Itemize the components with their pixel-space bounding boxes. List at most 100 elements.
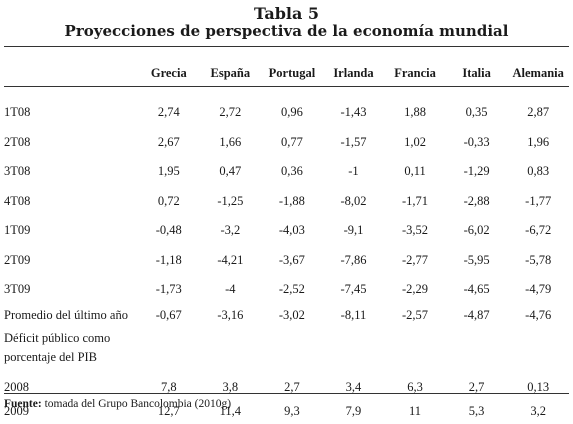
table-cell: 0,35: [465, 105, 488, 120]
table-cell: -5,95: [463, 252, 490, 267]
empty-cell: [507, 327, 569, 376]
table-title: Tabla 5: [253, 4, 320, 23]
table-cell: -4,79: [525, 282, 552, 297]
table-subtitle: Proyecciones de perspectiva de la econom…: [64, 22, 509, 40]
table-body: 1T08 2,74 2,72 0,96 -1,43 1,88 0,35 2,87 2T08 2,6…: [4, 98, 569, 424]
empty-cell: [384, 327, 446, 376]
projections-table: Grecia España Portugal Irlanda Francia Italia…: [4, 56, 569, 424]
column-header: Alemania: [512, 66, 564, 80]
table-cell: 2,7: [284, 380, 300, 394]
bottom-rule: [4, 393, 569, 394]
table-cell: -3,67: [278, 252, 305, 267]
table-cell: -1,57: [340, 134, 367, 149]
table-row: 4T08 0,72 -1,25 -1,88 -8,02 -1,71 -2,88 -1,77: [4, 187, 569, 217]
table-cell: 5,3: [468, 404, 485, 418]
table-cell: -7,45: [340, 282, 367, 297]
table-cell: 0,36: [280, 164, 303, 179]
row-label: 2T08: [4, 134, 31, 149]
table-cell: 1,88: [404, 105, 426, 120]
table-cell: 0,77: [280, 134, 303, 149]
table-cell: -2,57: [402, 308, 429, 322]
table-cell: 0,83: [527, 164, 550, 179]
table-cell: 9,3: [284, 404, 300, 418]
table-cell: -5,78: [525, 252, 552, 267]
table-cell: 0,11: [404, 164, 426, 179]
table-row: Promedio del último año -0,67 -3,16 -3,02 -8…: [4, 305, 569, 327]
table-cell: -1,18: [155, 252, 182, 267]
table-cell: -2,88: [463, 193, 490, 208]
table-cell: 1,02: [404, 134, 426, 149]
table-cell: -6,72: [525, 223, 552, 238]
row-label: 3T09: [4, 282, 31, 297]
row-label: 2008: [4, 380, 29, 394]
row-label: 1T09: [4, 223, 31, 238]
header-rule: [4, 86, 569, 87]
column-header: Italia: [462, 66, 491, 80]
table-cell: 0,47: [219, 164, 242, 179]
table-cell: 2,72: [219, 105, 242, 120]
table-cell: -2,52: [278, 282, 305, 297]
table-cell: -3,02: [278, 308, 305, 322]
table-cell: 11: [409, 404, 422, 418]
table-cell: -1,71: [402, 193, 429, 208]
table-row: 2008 7,8 3,8 2,7 3,4 6,3 2,7 0,13: [4, 376, 569, 400]
table-cell: -9,1: [343, 223, 364, 238]
table-cell: -2,77: [402, 252, 429, 267]
table-cell: -8,11: [340, 308, 367, 322]
table-cell: 0,96: [280, 105, 303, 120]
table-cell: -1,25: [217, 193, 244, 208]
empty-cell: [261, 327, 323, 376]
table-cell: -6,02: [463, 223, 490, 238]
empty-cell: [323, 327, 385, 376]
header-row: Grecia España Portugal Irlanda Francia Italia…: [4, 56, 569, 98]
table-cell: -8,02: [340, 193, 367, 208]
table-cell: -4,03: [278, 223, 305, 238]
row-label: Promedio del último año: [4, 308, 128, 322]
source-note: Fuente: tomada del Grupo Bancolombia (20…: [4, 398, 231, 410]
row-label: 3T08: [4, 164, 31, 179]
column-header: Irlanda: [333, 66, 374, 80]
deficit-section-row: Déficit público como porcentaje del PIB: [4, 327, 569, 376]
row-label: 2T09: [4, 252, 31, 267]
table-cell: -1: [348, 164, 359, 179]
table-cell: -1,29: [463, 164, 490, 179]
corner-cell: [4, 56, 138, 98]
table-cell: 0,13: [527, 380, 550, 394]
table-cell: 3,8: [222, 380, 239, 394]
empty-cell: [138, 327, 200, 376]
table-cell: 2,74: [157, 105, 180, 120]
empty-cell: [446, 327, 508, 376]
source-text: tomada del Grupo Bancolombia (2010g): [41, 398, 232, 410]
table-cell: -0,67: [155, 308, 182, 322]
table-cell: 1,96: [527, 134, 550, 149]
table-cell: -7,86: [340, 252, 367, 267]
column-header: Portugal: [268, 66, 316, 80]
table-cell: -4: [225, 282, 236, 297]
table-cell: 0,72: [157, 193, 180, 208]
table-cell: -1,43: [340, 105, 367, 120]
table-row: 2T09 -1,18 -4,21 -3,67 -7,86 -2,77 -5,95 -5,78: [4, 246, 569, 276]
table-row: 3T08 1,95 0,47 0,36 -1 0,11 -1,29 0,83: [4, 157, 569, 187]
row-label: 1T08: [4, 105, 31, 120]
deficit-section-label: Déficit público como porcentaje del PIB: [4, 330, 111, 364]
table-cell: 7,9: [345, 404, 362, 418]
table-cell: 6,3: [407, 380, 423, 394]
table-cell: -4,21: [217, 252, 244, 267]
table-row: 2T08 2,67 1,66 0,77 -1,57 1,02 -0,33 1,96: [4, 128, 569, 158]
column-header: Grecia: [150, 66, 187, 80]
table-cell: -4,87: [463, 308, 490, 322]
table-cell: 1,95: [157, 164, 180, 179]
table-cell: 1,66: [219, 134, 242, 149]
table-cell: -3,52: [402, 223, 429, 238]
table-cell: -2,29: [402, 282, 429, 297]
table-row: 1T09 -0,48 -3,2 -4,03 -9,1 -3,52 -6,02 -6,72: [4, 216, 569, 246]
table-cell: 3,4: [345, 380, 362, 394]
column-header: Francia: [394, 66, 436, 80]
table-row: 1T08 2,74 2,72 0,96 -1,43 1,88 0,35 2,87: [4, 98, 569, 128]
table-cell: 3,2: [530, 404, 546, 418]
table-cell: 7,8: [160, 380, 177, 394]
source-label: Fuente:: [4, 398, 42, 410]
table-cell: -0,33: [463, 134, 490, 149]
table-header: Grecia España Portugal Irlanda Francia Italia…: [4, 56, 569, 98]
column-header: España: [210, 66, 251, 80]
